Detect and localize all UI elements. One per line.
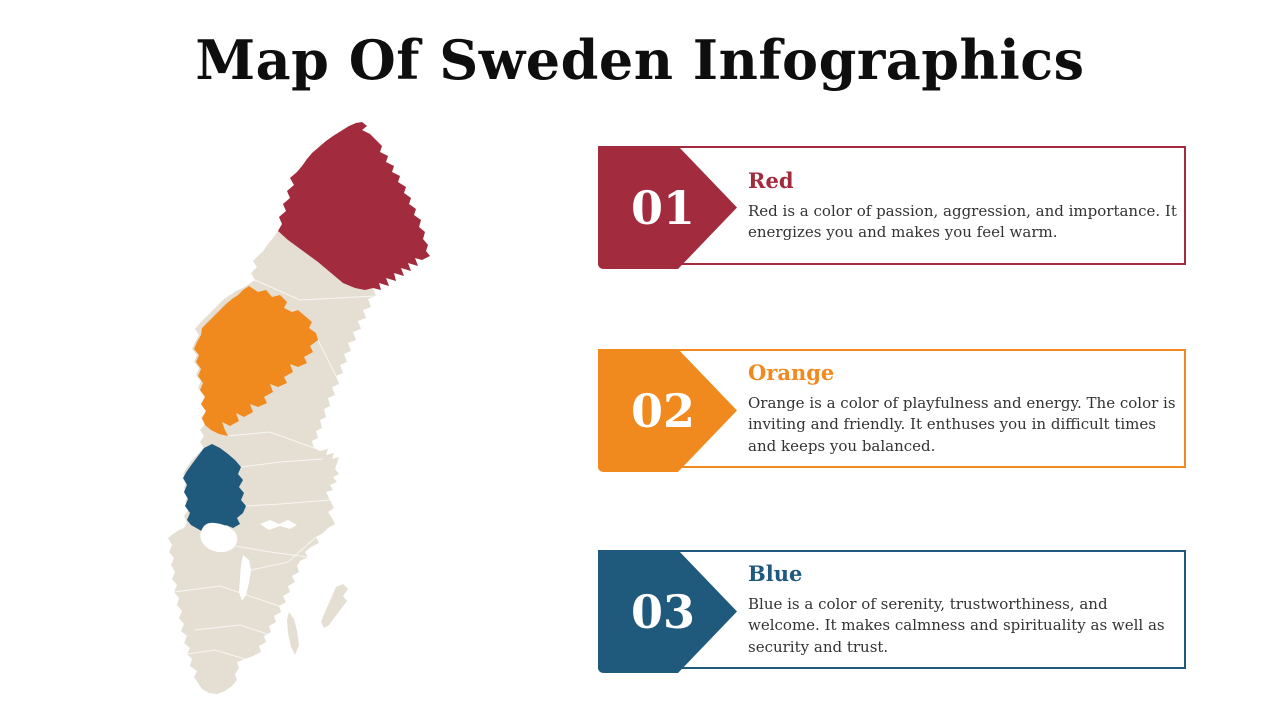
arrow-badge-icon xyxy=(598,349,737,472)
county-borders xyxy=(173,279,377,660)
gotland-island xyxy=(321,584,348,628)
card-text: Red Red is a color of passion, aggressio… xyxy=(748,167,1182,244)
lake-vattern xyxy=(239,555,251,601)
card-text: Orange Orange is a color of playfulness … xyxy=(748,359,1182,457)
card-number: 02 xyxy=(630,383,695,438)
info-card-orange: 02 Orange Orange is a color of playfulne… xyxy=(598,349,1186,472)
card-description: Red is a color of passion, aggression, a… xyxy=(748,201,1177,241)
arrow-badge-icon xyxy=(598,550,737,673)
card-text: Blue Blue is a color of serenity, trustw… xyxy=(748,560,1182,658)
card-number: 01 xyxy=(630,180,695,235)
card-description: Orange is a color of playfulness and ene… xyxy=(748,393,1176,455)
card-title: Red xyxy=(748,167,794,193)
sweden-map-svg xyxy=(168,122,430,694)
card-title: Blue xyxy=(748,560,803,586)
card-number: 03 xyxy=(630,584,695,639)
page-title: Map Of Sweden Infographics xyxy=(195,28,1085,92)
arrow-badge-icon xyxy=(598,146,737,269)
map-region-orange xyxy=(194,286,318,436)
oland-island xyxy=(287,612,299,655)
card-description: Blue is a color of serenity, trustworthi… xyxy=(748,594,1165,656)
card-title: Orange xyxy=(748,359,835,385)
info-card-red: 01 Red Red is a color of passion, aggres… xyxy=(598,146,1186,269)
lakes xyxy=(200,520,297,601)
lake-malaren xyxy=(260,520,297,530)
info-card-blue: 03 Blue Blue is a color of serenity, tru… xyxy=(598,550,1186,673)
lake-vanern xyxy=(200,522,238,553)
map-region-blue xyxy=(183,444,246,533)
sweden-map xyxy=(140,100,520,720)
map-region-red xyxy=(278,122,430,290)
